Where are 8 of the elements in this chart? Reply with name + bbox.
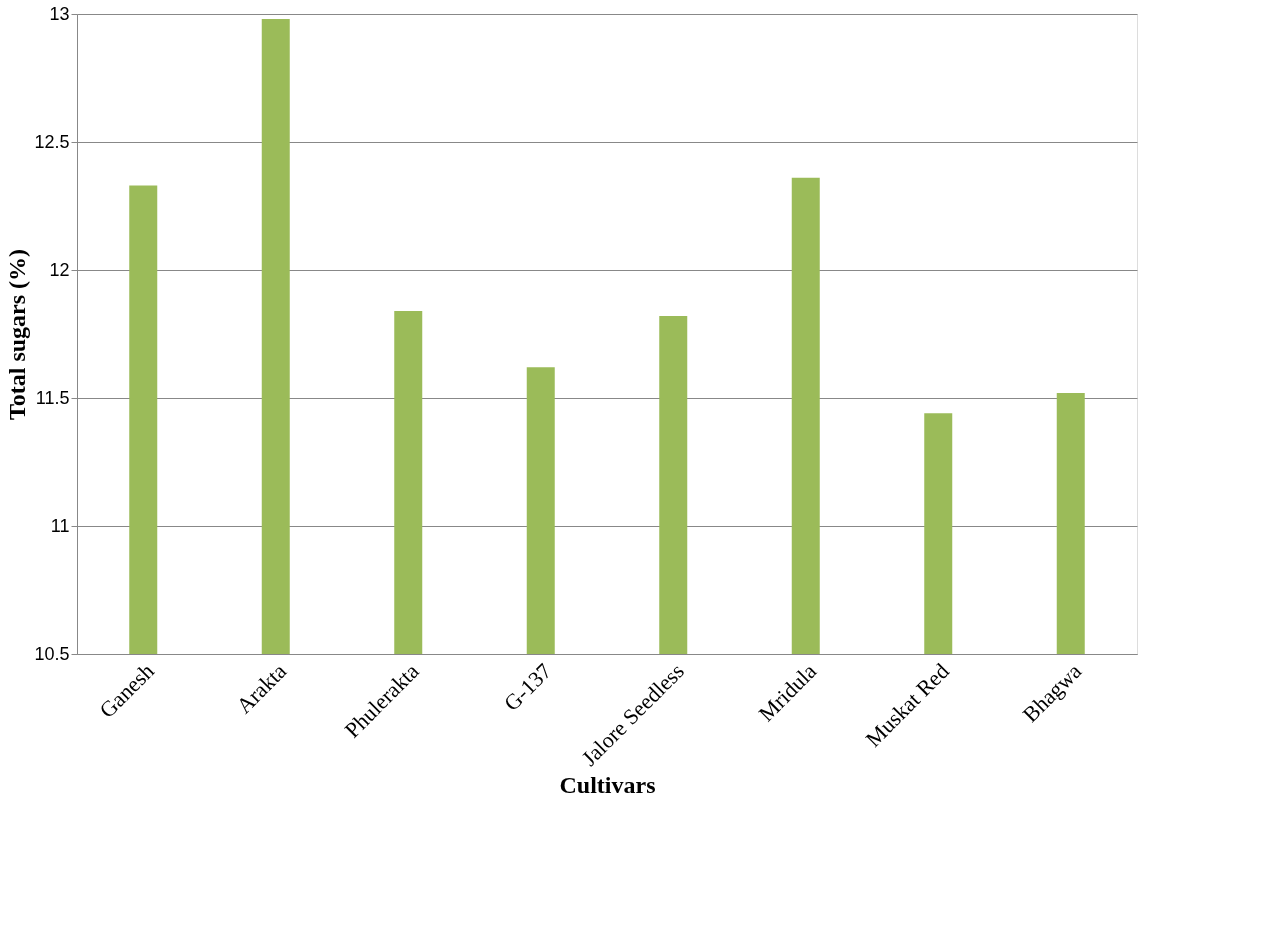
y-tick-label: 11 (50, 515, 70, 536)
x-axis-title: Cultivars (559, 771, 656, 798)
y-tick-label: 12.5 (34, 131, 70, 152)
y-tick-label: 12 (49, 259, 70, 280)
y-tick-label: 11.5 (35, 387, 70, 408)
y-tick-label: 13 (49, 3, 70, 24)
y-axis-title: Total sugars (%) (4, 248, 31, 421)
y-tick-label: 10.5 (34, 643, 70, 664)
